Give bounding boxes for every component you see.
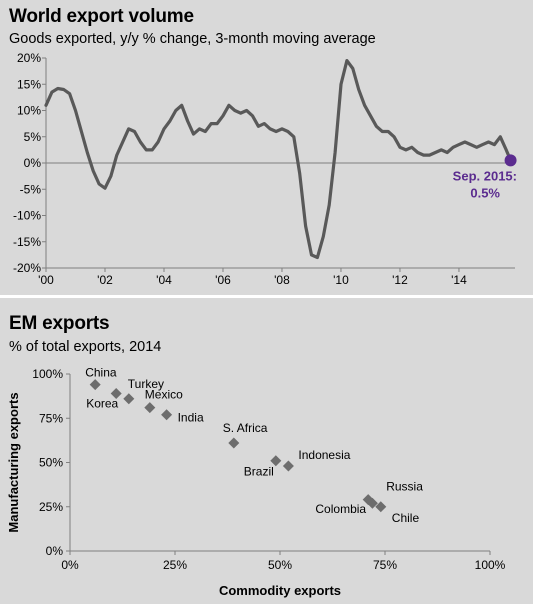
- series-line: [44, 58, 513, 260]
- x-tick-label: '06: [215, 273, 231, 287]
- chart-title: World export volume: [9, 6, 194, 27]
- point-label: Mexico: [145, 388, 183, 402]
- line-chart: 20% 15% 10% 5% 0% -5% -10% -15% -20%'00 '02 '04 '06…: [13, 51, 517, 287]
- annotation-line1: Sep. 2015:: [453, 168, 517, 183]
- x-tick-label: '00: [38, 273, 54, 287]
- point-label: Chile: [392, 511, 420, 525]
- point-label: China: [85, 366, 117, 380]
- y-tick-label: -5%: [20, 182, 42, 196]
- scatter-point: [89, 379, 101, 391]
- x-tick-label: 25%: [163, 558, 187, 572]
- x-tick-label: '02: [97, 273, 113, 287]
- x-tick-label: 75%: [373, 558, 397, 572]
- x-tick-label: '10: [333, 273, 349, 287]
- x-tick-label: '12: [392, 273, 408, 287]
- chart-subtitle: % of total exports, 2014: [9, 339, 162, 355]
- scatter-chart: 100% 75% 50% 25% 0%0% 25% 50% 75% 100% Commodity …: [6, 366, 506, 598]
- point-label: Korea: [86, 396, 118, 410]
- latest-point: [504, 154, 517, 167]
- y-tick-label: -20%: [13, 261, 41, 275]
- scatter-point: [270, 455, 282, 467]
- x-tick-label: 100%: [475, 558, 506, 572]
- point-label: Colombia: [315, 502, 366, 516]
- point-label: Indonesia: [298, 448, 350, 462]
- scatter-point: [161, 409, 173, 421]
- y-tick-label: -15%: [13, 235, 41, 249]
- scatter-point: [110, 387, 122, 399]
- point-label: Russia: [386, 480, 423, 494]
- scatter-point: [123, 393, 135, 405]
- world-export-panel: World export volume Goods exported, y/y …: [0, 0, 533, 296]
- scatter-point: [144, 402, 156, 414]
- x-tick-label: '14: [451, 273, 467, 287]
- x-tick-label: '08: [274, 273, 290, 287]
- y-tick-label: 100%: [32, 367, 63, 381]
- point-label: S. Africa: [223, 421, 268, 435]
- x-tick-label: 0%: [61, 558, 79, 572]
- y-tick-label: 75%: [39, 411, 63, 425]
- y-tick-label: 0%: [46, 544, 64, 558]
- point-label: India: [178, 411, 204, 425]
- panel-divider: [0, 295, 533, 299]
- y-axis-label: Manufacturing exports: [6, 392, 21, 532]
- scatter-point: [375, 501, 387, 513]
- chart-subtitle: Goods exported, y/y % change, 3-month mo…: [9, 31, 376, 47]
- x-tick-label: 50%: [268, 558, 292, 572]
- point-label: Turkey: [128, 377, 164, 391]
- x-tick-label: '04: [156, 273, 172, 287]
- em-exports-panel: EM exports % of total exports, 2014 100%…: [0, 298, 533, 604]
- y-tick-label: 5%: [24, 130, 42, 144]
- point-label: Brazil: [244, 465, 274, 479]
- y-tick-label: 50%: [39, 456, 63, 470]
- y-tick-label: -10%: [13, 209, 41, 223]
- y-tick-label: 25%: [39, 500, 63, 514]
- y-tick-label: 15%: [17, 77, 41, 91]
- y-tick-label: 0%: [24, 156, 42, 170]
- chart-title: EM exports: [9, 313, 110, 334]
- y-tick-label: 20%: [17, 51, 41, 65]
- scatter-point: [366, 497, 378, 509]
- x-axis-label: Commodity exports: [219, 583, 341, 598]
- scatter-point: [228, 437, 240, 449]
- annotation-line2: 0.5%: [470, 185, 500, 200]
- y-tick-label: 10%: [17, 104, 41, 118]
- scatter-point: [282, 460, 294, 472]
